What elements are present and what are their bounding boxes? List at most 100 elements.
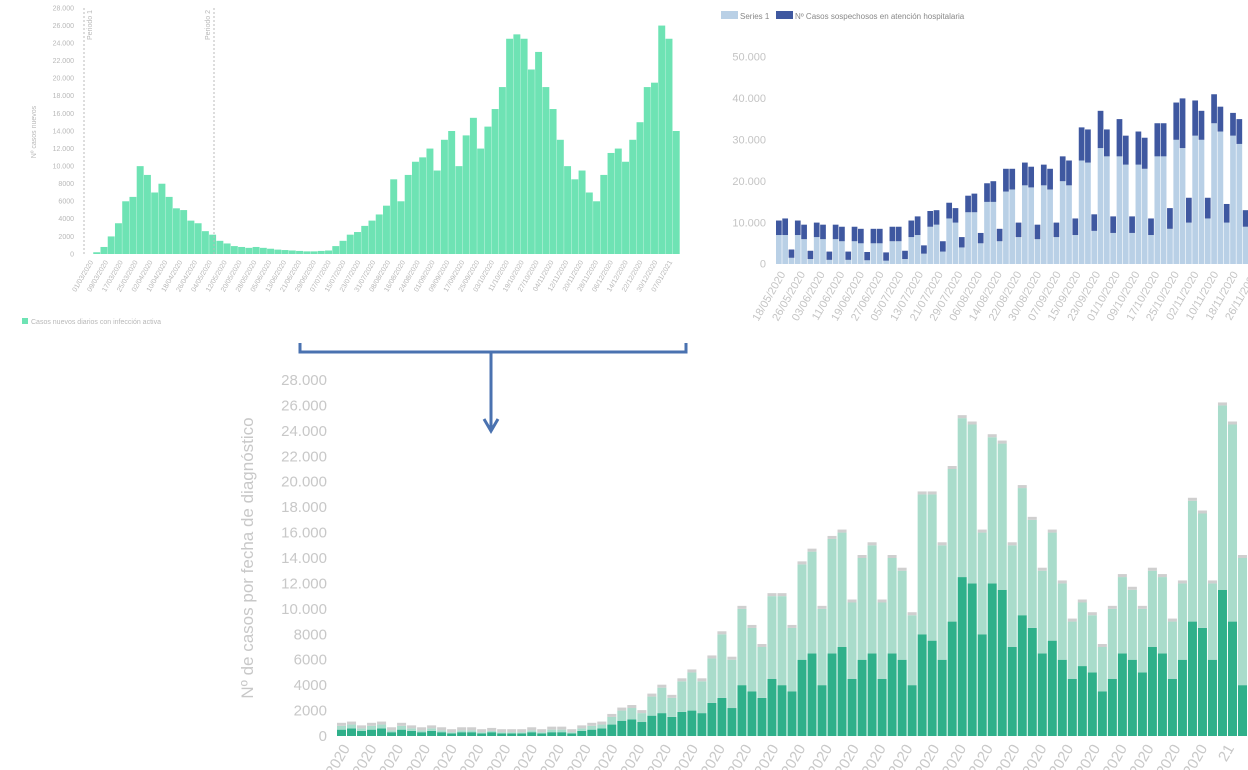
y-tick-label: 28.000 xyxy=(281,372,327,389)
bar-s0 xyxy=(1186,222,1192,264)
x-tick-label: 2020 xyxy=(832,742,863,770)
bar-s0 xyxy=(788,257,795,264)
bar-s0 xyxy=(1127,659,1137,736)
bar-cap xyxy=(427,725,437,729)
bar-s0 xyxy=(937,659,947,736)
bar-s1 xyxy=(1057,583,1067,660)
bar-s1 xyxy=(957,418,967,578)
bar-s1 xyxy=(857,558,867,660)
bar-s0 xyxy=(491,109,499,255)
bar-cap xyxy=(807,548,817,552)
bar-cap xyxy=(727,656,737,660)
y-tick-label: 2000 xyxy=(294,703,327,720)
bar-s1 xyxy=(927,494,937,641)
bar-s1 xyxy=(990,181,997,202)
bar-s1 xyxy=(895,226,902,242)
bar-cap xyxy=(877,599,887,603)
bar-cap xyxy=(547,726,557,730)
bar-s0 xyxy=(513,34,521,254)
x-tick-label: 2020 xyxy=(966,741,997,770)
bar-s1 xyxy=(767,596,777,679)
bar-cap xyxy=(817,605,827,609)
bar-cap xyxy=(387,727,397,731)
bar-cap xyxy=(487,727,497,731)
bar-s0 xyxy=(672,131,680,254)
bar-s0 xyxy=(180,210,188,254)
bar-cap xyxy=(1107,605,1117,609)
bar-s1 xyxy=(1085,129,1091,163)
x-tick-label: 2020 xyxy=(510,742,541,770)
bar-cap xyxy=(767,593,777,597)
bar-s0 xyxy=(1034,239,1041,264)
bar-s1 xyxy=(337,725,347,730)
bar-s1 xyxy=(1135,131,1142,165)
bar-s0 xyxy=(1217,589,1227,736)
bar-s0 xyxy=(927,640,937,736)
bar-s0 xyxy=(1135,164,1142,264)
top-right-chart: 010.00020.00030.00040.00050.00018/05/202… xyxy=(721,11,1248,323)
bar-s1 xyxy=(1117,577,1127,654)
bar-s1 xyxy=(847,602,857,679)
bar-s0 xyxy=(354,232,361,254)
bar-s1 xyxy=(845,251,852,260)
bar-s1 xyxy=(1230,112,1236,136)
bar-s0 xyxy=(578,170,586,254)
bar-s0 xyxy=(1072,235,1079,264)
bar-s1 xyxy=(947,469,957,622)
bar-cap xyxy=(367,722,377,726)
bar-cap xyxy=(837,529,847,533)
bar-cap xyxy=(1067,618,1077,622)
bar-s0 xyxy=(593,201,601,254)
x-tick-label: 2020 xyxy=(751,742,782,770)
bar-s0 xyxy=(1237,685,1247,736)
bar-s0 xyxy=(876,243,883,264)
x-tick-label: 2020 xyxy=(644,742,675,770)
bar-cap xyxy=(1077,599,1087,603)
bar-s1 xyxy=(1116,119,1123,157)
bar-cap xyxy=(857,555,867,558)
x-tick-label: 2020 xyxy=(912,742,943,770)
x-tick-label: 2020 xyxy=(1073,742,1104,770)
bar-s1 xyxy=(487,730,497,733)
bar-cap xyxy=(1157,574,1167,578)
bar-s1 xyxy=(937,545,947,660)
bar-s0 xyxy=(707,702,717,736)
bar-s0 xyxy=(965,212,971,264)
bar-cap xyxy=(717,631,727,635)
bar-cap xyxy=(827,535,837,539)
y-tick-label: 24.000 xyxy=(53,40,75,47)
bar-s0 xyxy=(767,678,777,736)
bar-s1 xyxy=(870,228,877,244)
bar-s1 xyxy=(807,551,817,654)
bar-cap xyxy=(1057,580,1067,584)
bar-s0 xyxy=(332,246,340,254)
bar-s1 xyxy=(437,730,447,733)
y-tick-label: 10.000 xyxy=(53,163,75,170)
bar-s0 xyxy=(622,161,629,254)
bar-s0 xyxy=(807,653,817,736)
bar-s0 xyxy=(782,235,789,264)
bar-cap xyxy=(1167,618,1177,622)
bar-s0 xyxy=(1217,131,1224,264)
bar-cap xyxy=(947,466,957,469)
bar-s1 xyxy=(1053,222,1060,238)
bar-cap xyxy=(1177,580,1187,584)
bar-s0 xyxy=(1067,678,1077,736)
bar-s1 xyxy=(987,437,997,584)
y-tick-label: 6000 xyxy=(58,199,74,206)
bar-s1 xyxy=(507,732,517,734)
bar-s1 xyxy=(377,724,387,729)
bar-s0 xyxy=(447,733,457,736)
bar-s0 xyxy=(585,192,593,254)
bar-cap xyxy=(667,694,677,698)
bar-cap xyxy=(1127,586,1137,590)
bar-s1 xyxy=(1148,218,1154,236)
bar-s0 xyxy=(1242,226,1248,264)
bar-s0 xyxy=(845,259,852,264)
x-tick-label: 2020 xyxy=(698,742,729,770)
bar-cap xyxy=(417,727,427,731)
bar-s0 xyxy=(717,697,727,736)
bar-s1 xyxy=(1137,608,1147,673)
bar-s0 xyxy=(245,247,253,254)
bar-s0 xyxy=(817,685,827,736)
